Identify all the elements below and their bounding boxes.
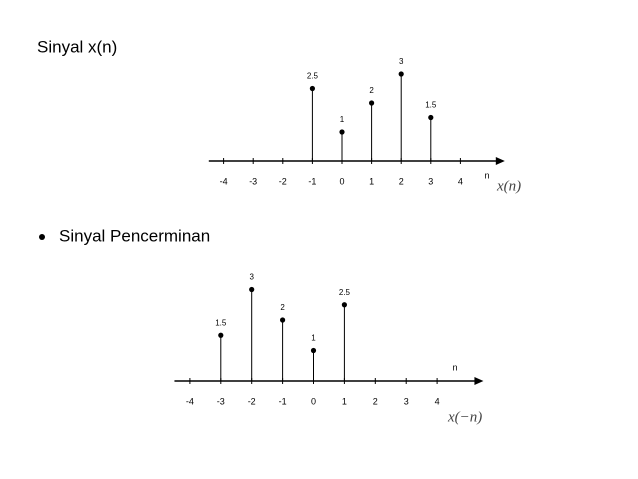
x-tick-label: -1 xyxy=(308,176,316,186)
stem-dot xyxy=(428,114,434,121)
x-tick-label: -1 xyxy=(279,396,287,406)
signal-label: x(n) xyxy=(496,178,521,194)
x-tick-label: 4 xyxy=(458,176,463,186)
value-label: 1.5 xyxy=(425,101,437,110)
x-tick-label: -2 xyxy=(248,396,256,406)
bullet-text: Sinyal Pencerminan xyxy=(59,226,210,245)
x-tick-label: 0 xyxy=(311,396,316,406)
x-tick-label: -4 xyxy=(220,176,228,186)
x-tick-label: -4 xyxy=(186,396,194,406)
x-tick-label: 1 xyxy=(369,176,374,186)
value-label: 1 xyxy=(311,334,316,343)
x-tick-label: -3 xyxy=(217,396,225,406)
stem-dot xyxy=(398,71,404,77)
value-label: 3 xyxy=(399,57,404,66)
value-label: 3 xyxy=(249,273,254,282)
stem-dot xyxy=(339,129,345,135)
x-tick-label: 3 xyxy=(428,176,433,186)
stem-dot xyxy=(309,85,315,92)
x-axis-label: n xyxy=(452,362,457,372)
x-axis-label: n xyxy=(484,170,489,180)
axis-arrow xyxy=(495,157,505,165)
x-tick-label: 0 xyxy=(339,176,344,186)
value-label: 2.5 xyxy=(339,288,351,297)
signal-label: x(−n) xyxy=(447,409,482,425)
x-tick-label: 3 xyxy=(404,396,409,406)
x-tick-label: 2 xyxy=(373,396,378,406)
bullet-dot xyxy=(39,234,45,240)
value-label: 2 xyxy=(280,303,285,312)
stem-dot xyxy=(218,332,224,338)
value-label: 1.5 xyxy=(215,318,227,327)
value-label: 1 xyxy=(340,115,345,124)
stem-dot xyxy=(341,302,347,308)
x-tick-label: -2 xyxy=(279,176,287,186)
value-label: 2.5 xyxy=(307,72,319,81)
stem-dot xyxy=(280,317,286,323)
x-tick-label: 1 xyxy=(342,396,347,406)
stem-dot xyxy=(249,286,255,293)
x-tick-label: 2 xyxy=(399,176,404,186)
stem-dot xyxy=(310,347,317,354)
stem-dot xyxy=(369,100,375,106)
x-tick-label: -3 xyxy=(249,176,257,186)
x-tick-label: 4 xyxy=(435,396,440,406)
heading: Sinyal x(n) xyxy=(37,37,117,56)
axis-arrow xyxy=(474,377,484,385)
value-label: 2 xyxy=(369,86,374,95)
